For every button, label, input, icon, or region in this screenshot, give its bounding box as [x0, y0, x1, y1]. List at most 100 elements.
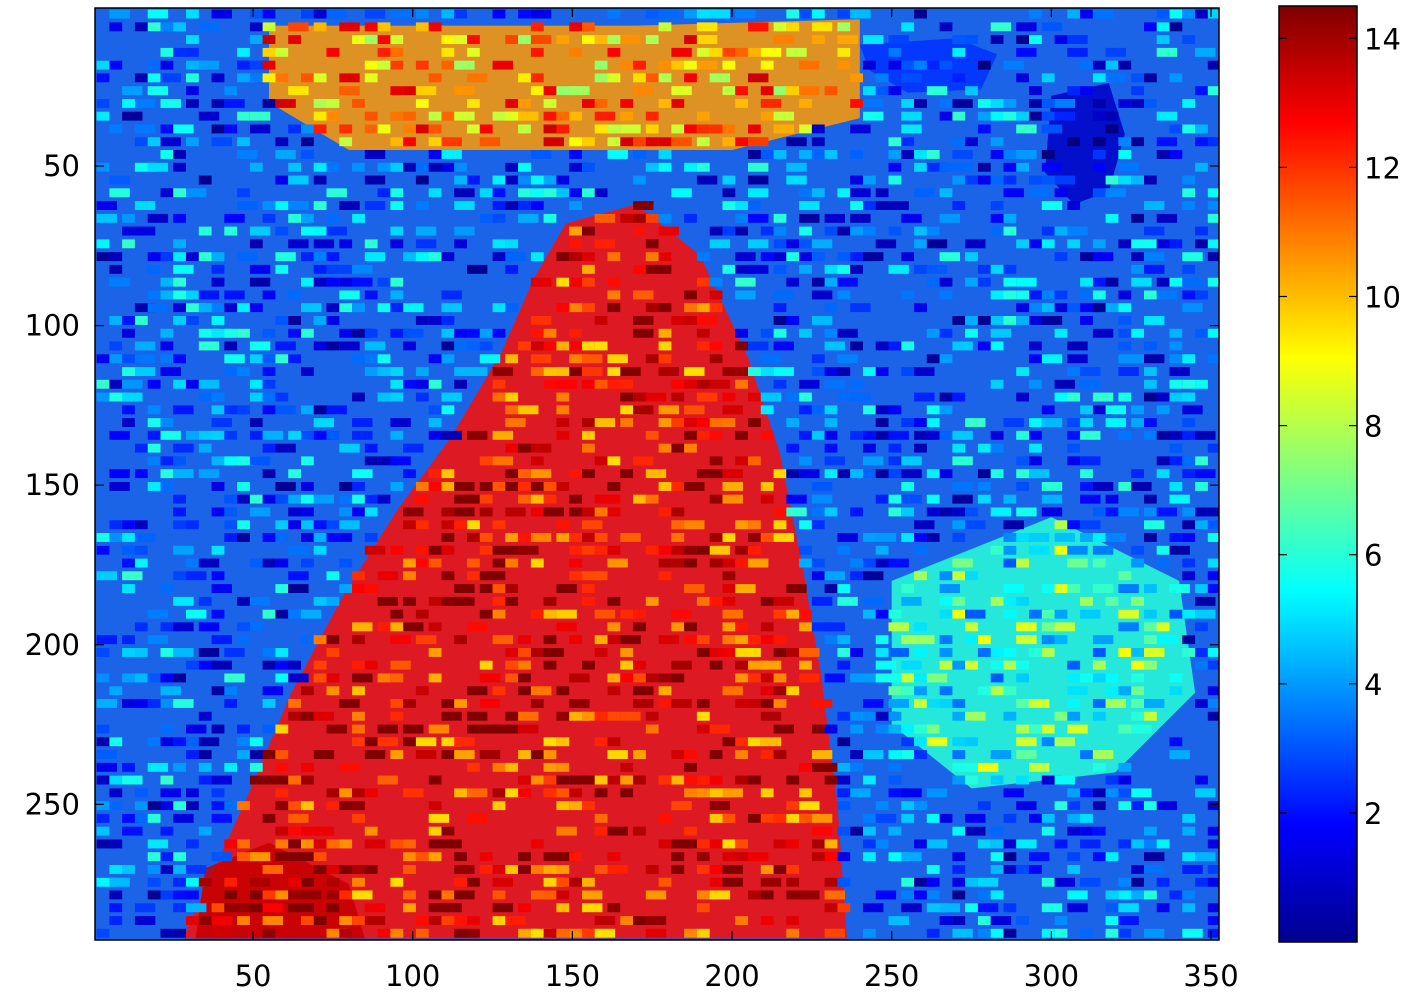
heatmap-cell — [901, 725, 914, 734]
heatmap-cell — [263, 533, 276, 542]
heatmap-cell — [965, 329, 978, 338]
heatmap-cell — [1131, 405, 1144, 414]
heatmap-cell — [493, 393, 506, 402]
heatmap-cell — [1170, 444, 1183, 453]
heatmap-cell — [1182, 35, 1195, 44]
heatmap-cell — [250, 418, 263, 427]
y-tick-label: 150 — [25, 468, 80, 502]
heatmap-cell — [965, 252, 978, 261]
heatmap-cell — [952, 597, 965, 606]
heatmap-cell — [889, 495, 902, 504]
heatmap-cell — [723, 622, 736, 631]
heatmap-cell — [339, 788, 352, 797]
heatmap-cell — [774, 227, 787, 236]
heatmap-cell — [1080, 827, 1093, 836]
heatmap-cell — [940, 252, 960, 261]
heatmap-cell — [774, 750, 787, 759]
heatmap-cell — [659, 635, 679, 644]
heatmap-cell — [876, 801, 889, 810]
heatmap-cell — [288, 22, 308, 31]
heatmap-cell — [786, 444, 799, 453]
heatmap-cell — [965, 814, 985, 823]
heatmap-cell — [889, 559, 909, 568]
heatmap-cell — [556, 763, 569, 772]
heatmap-cell — [940, 61, 953, 70]
heatmap-cell — [901, 482, 914, 491]
x-tick-label: 200 — [704, 959, 759, 993]
heatmap-cell — [940, 431, 953, 440]
heatmap-cell — [659, 137, 672, 146]
heatmap-cell — [837, 188, 850, 197]
heatmap-cell — [799, 380, 819, 389]
heatmap-cell — [825, 622, 845, 631]
heatmap-cell — [659, 61, 672, 70]
heatmap-cell — [723, 584, 736, 593]
heatmap-cell — [965, 661, 978, 670]
heatmap-cell — [556, 278, 569, 287]
heatmap-cell — [212, 776, 232, 785]
heatmap-cell — [1029, 380, 1042, 389]
heatmap-cell — [199, 393, 212, 402]
heatmap-cell — [505, 99, 518, 108]
heatmap-cell — [250, 456, 270, 465]
heatmap-cell — [825, 431, 838, 440]
heatmap-cell — [620, 788, 633, 797]
heatmap-cell — [237, 482, 250, 491]
heatmap-cell — [1118, 291, 1131, 300]
heatmap-cell — [327, 265, 340, 274]
heatmap-cell — [620, 916, 633, 925]
heatmap-cell — [1093, 852, 1106, 861]
heatmap-cell — [416, 520, 429, 529]
heatmap-cell — [518, 99, 531, 108]
heatmap-cell — [723, 559, 736, 568]
heatmap-cell — [978, 265, 991, 274]
heatmap-cell — [774, 367, 794, 376]
heatmap-cell — [199, 227, 212, 236]
heatmap-cell — [1067, 712, 1080, 721]
heatmap-cell — [1004, 559, 1017, 568]
heatmap-cell — [518, 10, 531, 19]
heatmap-cell — [186, 137, 199, 146]
colorbar-tick-label: 4 — [1364, 668, 1382, 702]
heatmap-cell — [978, 763, 998, 772]
heatmap-cell — [1170, 150, 1183, 159]
heatmap-cell — [889, 776, 902, 785]
heatmap-cell — [684, 929, 697, 938]
heatmap-cell — [1195, 291, 1208, 300]
heatmap-cell — [518, 674, 531, 683]
heatmap-cell — [493, 571, 506, 580]
heatmap-cell — [1118, 61, 1131, 70]
heatmap-cell — [416, 482, 429, 491]
heatmap-cell — [531, 329, 544, 338]
heatmap-cell — [173, 763, 186, 772]
heatmap-cell — [863, 852, 876, 861]
heatmap-cell — [735, 584, 755, 593]
heatmap-cell — [339, 73, 359, 82]
heatmap-cell — [109, 469, 129, 478]
heatmap-cell — [608, 737, 621, 746]
heatmap-cell — [480, 137, 500, 146]
heatmap-cell — [263, 929, 276, 938]
heatmap-cell — [1118, 929, 1131, 938]
heatmap-cell — [212, 635, 232, 644]
heatmap-cell — [837, 22, 850, 31]
heatmap-cell — [850, 788, 870, 797]
heatmap-cell — [544, 750, 557, 759]
heatmap-cell — [365, 201, 385, 210]
heatmap-cell — [135, 137, 148, 146]
heatmap-cell — [1004, 188, 1024, 197]
heatmap-cell — [1042, 903, 1062, 912]
heatmap-cell — [1042, 584, 1055, 593]
heatmap-cell — [199, 776, 212, 785]
heatmap-cell — [544, 661, 557, 670]
heatmap-cell — [850, 214, 870, 223]
heatmap-cell — [1131, 648, 1144, 657]
heatmap-cell — [659, 342, 672, 351]
heatmap-cell — [122, 214, 135, 223]
heatmap-cell — [901, 495, 921, 504]
heatmap-cell — [1157, 559, 1170, 568]
heatmap-cell — [173, 303, 186, 312]
heatmap-cell — [608, 686, 621, 695]
heatmap-cell — [173, 354, 186, 363]
heatmap-cell — [927, 495, 940, 504]
